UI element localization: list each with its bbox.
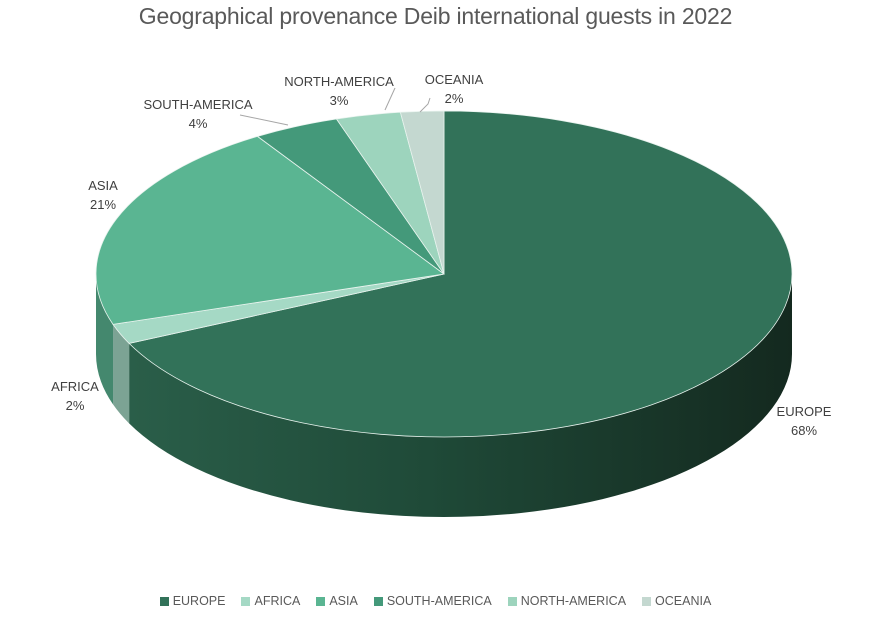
legend-swatch-europe	[159, 596, 169, 606]
legend: EUROPE AFRICA ASIA SOUTH-AMERICA NORTH-AMERI…	[0, 594, 871, 608]
legend-swatch-south-america	[373, 596, 383, 606]
legend-swatch-asia	[316, 596, 326, 606]
legend-label-oceania: OCEANIA	[655, 594, 712, 608]
slice-label-value-asia: 21%	[90, 197, 116, 212]
legend-item-south-america: SOUTH-AMERICA	[373, 594, 492, 608]
legend-swatch-oceania	[642, 596, 652, 606]
slice-label-name-south-america: SOUTH-AMERICA	[143, 97, 252, 112]
legend-item-europe: EUROPE	[159, 594, 226, 608]
pie-chart: EUROPE 68% AFRICA 2% ASIA 21% SOUTH-AMERICA 4% N…	[51, 72, 832, 518]
pie-slice-europe	[128, 110, 793, 438]
legend-label-north-america: NORTH-AMERICA	[520, 594, 627, 608]
leader-line-oceania	[419, 97, 431, 113]
legend-item-africa: AFRICA	[241, 594, 300, 608]
pie-side-group	[96, 274, 792, 518]
pie-side-europe	[129, 274, 792, 518]
slice-label-name-north-america: NORTH-AMERICA	[284, 74, 394, 89]
legend-label-asia: ASIA	[329, 594, 358, 608]
pie-side-africa	[113, 324, 130, 424]
chart-title: Geographical provenance Deib internation…	[138, 3, 733, 29]
legend-label-africa: AFRICA	[254, 594, 301, 608]
legend-item-north-america: NORTH-AMERICA	[507, 594, 627, 608]
pie-slice-oceania	[399, 110, 445, 275]
slice-label-value-south-america: 4%	[189, 116, 208, 131]
leader-lines-group	[239, 87, 431, 126]
legend-item-asia: ASIA	[316, 594, 358, 608]
slice-label-value-africa: 2%	[66, 398, 85, 413]
slice-label-name-africa: AFRICA	[51, 379, 99, 394]
slice-labels-group: EUROPE 68% AFRICA 2% ASIA 21% SOUTH-AMERICA 4% N…	[51, 72, 832, 438]
slice-label-name-oceania: OCEANIA	[425, 72, 484, 87]
slice-label-value-north-america: 3%	[330, 93, 349, 108]
pie-slice-asia	[95, 135, 446, 325]
leader-line-south-america	[239, 114, 289, 126]
slice-label-value-europe: 68%	[791, 423, 817, 438]
slice-label-name-asia: ASIA	[88, 178, 118, 193]
pie-top-group	[95, 110, 793, 438]
legend-swatch-north-america	[507, 596, 517, 606]
slice-label-name-europe: EUROPE	[777, 404, 832, 419]
legend-swatch-africa	[241, 596, 251, 606]
legend-item-oceania: OCEANIA	[642, 594, 711, 608]
slice-label-value-oceania: 2%	[445, 91, 464, 106]
legend-label-south-america: SOUTH-AMERICA	[386, 594, 492, 608]
leader-line-north-america	[384, 87, 396, 111]
legend-label-europe: EUROPE	[172, 594, 226, 608]
pie-side-asia	[96, 274, 114, 405]
